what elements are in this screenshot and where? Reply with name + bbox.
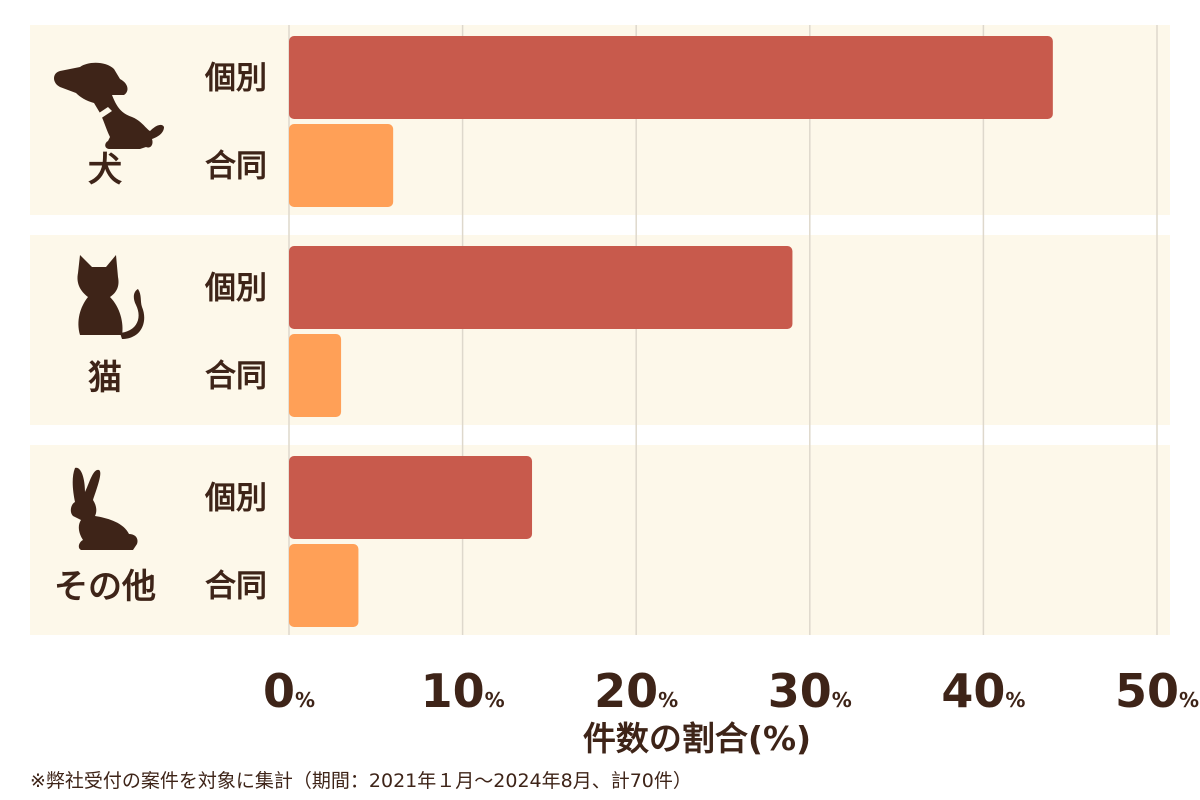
bar-label: 合同 — [205, 359, 267, 395]
bar-joint — [289, 124, 394, 207]
x-tick-label: 40% — [941, 664, 1025, 718]
panel-3 — [30, 445, 1170, 635]
x-tick-label: 10% — [421, 664, 505, 718]
category-label: その他 — [54, 567, 156, 607]
x-tick-label: 0% — [263, 664, 315, 718]
x-tick-label: 20% — [594, 664, 678, 718]
cat-icon — [77, 255, 145, 339]
category-label: 犬 — [88, 150, 122, 190]
bar-joint — [289, 334, 342, 417]
x-axis-label: 件数の割合(%) — [583, 719, 811, 758]
x-tick-label: 30% — [768, 664, 852, 718]
bar-joint — [289, 544, 359, 627]
bar-individual — [289, 36, 1053, 119]
bar-label: 合同 — [205, 149, 267, 185]
rabbit-icon — [70, 467, 138, 550]
bar-label: 合同 — [205, 569, 267, 605]
footnote: ※弊社受付の案件を対象に集計（期間：2021年１月～2024年8月、計70件） — [30, 770, 692, 792]
x-tick-label: 50% — [1115, 664, 1199, 718]
bar-label: 個別 — [204, 481, 267, 517]
bar-label: 個別 — [204, 61, 267, 97]
category-label: 猫 — [88, 358, 122, 398]
bar-individual — [289, 456, 533, 539]
bar-label: 個別 — [204, 271, 267, 307]
bar-individual — [289, 246, 793, 329]
dog-icon — [54, 62, 164, 149]
